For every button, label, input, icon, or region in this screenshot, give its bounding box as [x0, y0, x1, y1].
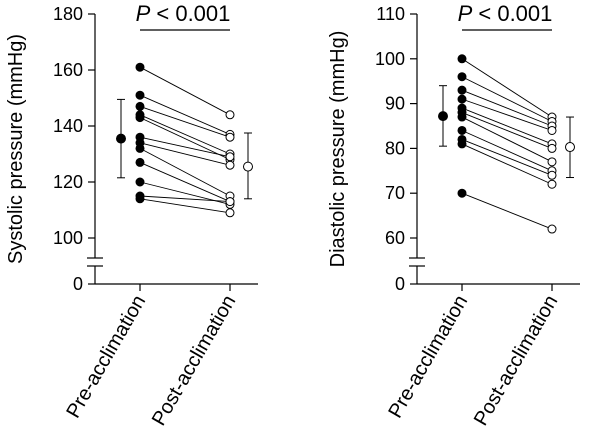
post-mean-point: [565, 142, 575, 153]
y-tick-label: 70: [385, 183, 405, 203]
paired-line: [139, 142, 231, 166]
y-tick-label: 160: [53, 60, 83, 80]
pre-point: [457, 139, 467, 149]
systolic-panel: 0 100 120 140 160 180 Systolic pressure (mmHg)…: [5, 1, 258, 430]
pre-point: [457, 94, 467, 104]
pre-point: [135, 177, 145, 187]
paired-line: [461, 98, 553, 131]
paired-line: [461, 139, 553, 176]
pre-point: [457, 125, 467, 135]
paired-line: [461, 192, 553, 230]
paired-line: [139, 114, 231, 155]
y-tick-label: 60: [385, 228, 405, 248]
paired-line: [139, 161, 231, 203]
pre-mean-point: [438, 111, 448, 122]
y-tick-label: 90: [385, 94, 405, 114]
paired-line: [461, 107, 553, 145]
category-label: Post-acclimation: [470, 292, 562, 430]
pre-point: [457, 85, 467, 95]
paired-line: [139, 105, 231, 138]
category-label: Pre-acclimation: [62, 292, 150, 422]
pre-point: [135, 62, 145, 72]
y-tick-label: 0: [395, 274, 405, 294]
post-point: [225, 208, 235, 218]
post-point: [547, 125, 557, 135]
paired-line: [139, 198, 231, 214]
pre-point: [135, 101, 145, 111]
post-point: [547, 170, 557, 180]
category-label: Pre-acclimation: [384, 292, 472, 422]
paired-line: [461, 76, 553, 122]
paired-line: [461, 130, 553, 172]
post-point: [547, 224, 557, 234]
post-point: [225, 160, 235, 170]
significance-label: P < 0.001: [136, 1, 231, 26]
pre-mean-point: [116, 133, 126, 144]
y-axis-title: Systolic pressure (mmHg): [5, 34, 27, 264]
y-tick-label: 100: [375, 49, 405, 69]
post-mean-point: [243, 161, 253, 172]
y-tick-label: 120: [53, 172, 83, 192]
post-point: [225, 110, 235, 120]
pre-point: [135, 194, 145, 204]
y-tick-label: 80: [385, 138, 405, 158]
y-tick-label: 180: [53, 4, 83, 24]
paired-line: [461, 89, 553, 127]
pre-point: [135, 113, 145, 123]
post-point: [225, 197, 235, 207]
pre-point: [457, 112, 467, 122]
paired-line: [461, 112, 553, 149]
paired-line: [139, 148, 231, 197]
paired-line: [461, 58, 553, 118]
pre-point: [457, 54, 467, 64]
pre-point: [457, 188, 467, 198]
y-tick-label: 0: [73, 274, 83, 294]
post-point: [225, 152, 235, 162]
category-label: Post-acclimation: [148, 292, 240, 430]
post-point: [547, 157, 557, 167]
pre-point: [135, 157, 145, 167]
post-point: [547, 143, 557, 153]
paired-line: [139, 117, 231, 161]
paired-line: [461, 116, 553, 163]
pre-point: [457, 72, 467, 82]
diastolic-panel: 0 60 70 80 90 100 110 Diastolic pressure (mmHg)…: [327, 1, 580, 430]
y-tick-label: 110: [376, 4, 405, 24]
paired-line: [139, 195, 231, 203]
paired-line: [139, 136, 231, 158]
pre-point: [135, 143, 145, 153]
paired-line: [139, 94, 231, 135]
pre-point: [135, 90, 145, 100]
y-tick-label: 100: [53, 228, 83, 248]
paired-line: [461, 143, 553, 185]
post-point: [225, 132, 235, 142]
paired-line: [139, 66, 231, 116]
post-point: [547, 179, 557, 189]
y-axis-title: Diastolic pressure (mmHg): [327, 31, 349, 268]
significance-label: P < 0.001: [458, 1, 553, 26]
y-tick-label: 140: [53, 116, 83, 136]
